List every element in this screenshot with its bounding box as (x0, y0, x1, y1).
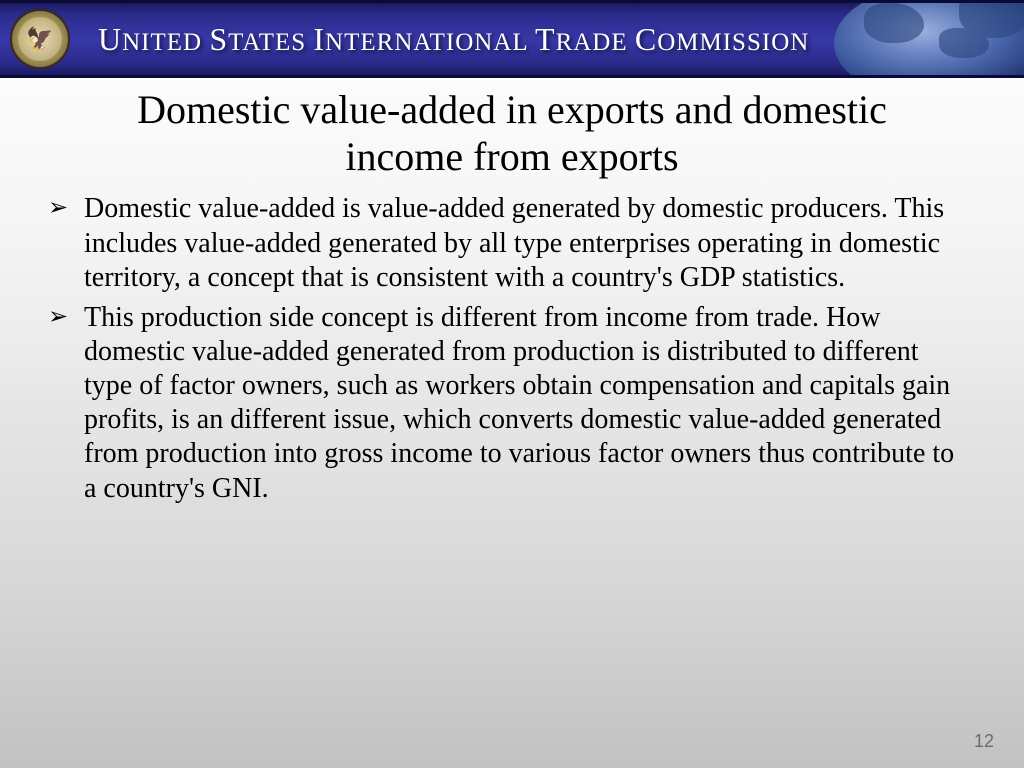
agency-seal-icon: 🦅 (10, 9, 70, 69)
header-banner: 🦅 UNITED STATES INTERNATIONAL TRADE COMM… (0, 0, 1024, 78)
agency-name: UNITED STATES INTERNATIONAL TRADE COMMIS… (98, 21, 809, 58)
globe-icon (834, 0, 1024, 78)
seal-eagle-icon: 🦅 (18, 17, 62, 61)
slide-body: Domestic value-added in exports and dome… (0, 78, 1024, 506)
bullet-list: Domestic value-added is value-added gene… (40, 192, 984, 505)
page-number: 12 (974, 731, 994, 752)
bullet-item: Domestic value-added is value-added gene… (40, 192, 972, 294)
bullet-item: This production side concept is differen… (40, 301, 972, 506)
slide-title: Domestic value-added in exports and dome… (40, 86, 984, 180)
